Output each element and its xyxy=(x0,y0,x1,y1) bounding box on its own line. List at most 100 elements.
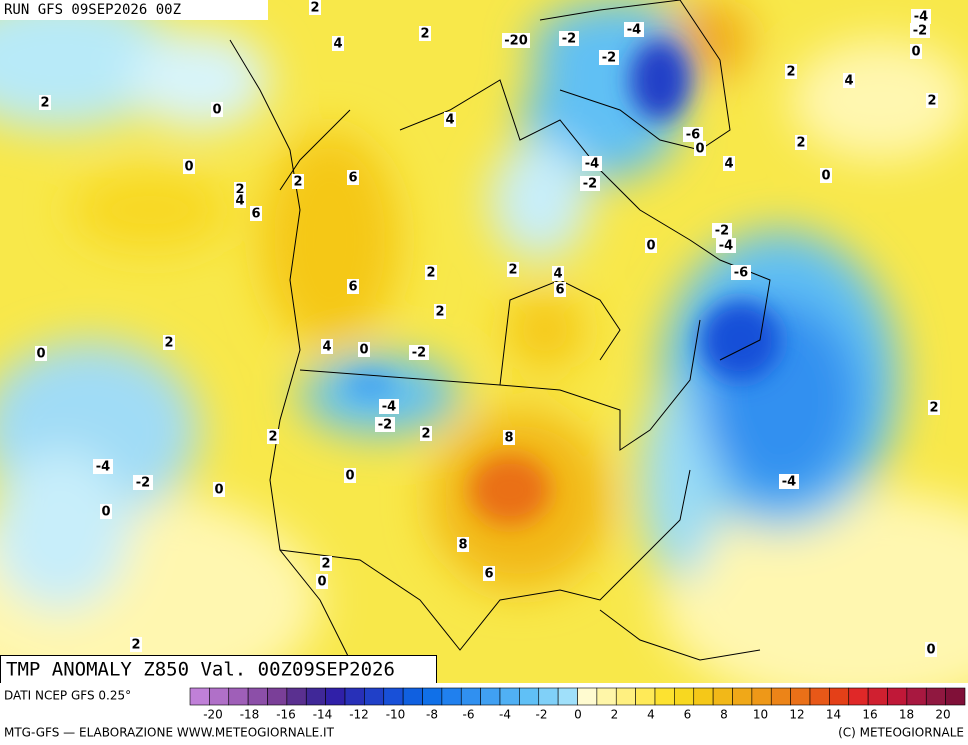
contour-label: -6 xyxy=(734,266,748,281)
contour-label: 4 xyxy=(445,113,454,128)
contour-label-bg xyxy=(420,426,432,441)
contour-label: 0 xyxy=(646,239,655,254)
colorbar-tick-label: 10 xyxy=(753,708,768,722)
contour-label: -4 xyxy=(914,10,928,25)
contour-label-bg xyxy=(910,23,930,38)
contour-label: 8 xyxy=(458,538,467,553)
colorbar-swatch xyxy=(712,687,733,706)
contour-label: 6 xyxy=(484,567,493,582)
colorbar-swatch xyxy=(228,687,249,706)
contour-label-bg xyxy=(409,345,429,360)
contour-label-bg xyxy=(267,429,279,444)
contour-label: 0 xyxy=(345,469,354,484)
contour-label: -2 xyxy=(602,51,616,66)
contour-label-bg xyxy=(843,73,855,88)
contour-label: -4 xyxy=(782,475,796,490)
contour-label-bg xyxy=(211,102,223,117)
colorbar-tick-label: 0 xyxy=(574,708,582,722)
contour-label: 0 xyxy=(911,45,920,60)
colorbar-swatch xyxy=(732,687,753,706)
contour-label: 4 xyxy=(235,194,244,209)
contour-label-bg xyxy=(559,31,579,46)
contour-label-bg xyxy=(425,265,437,280)
contour-label-bg xyxy=(645,238,657,253)
credit-label: MTG-GFS — ELABORAZIONE WWW.METEOGIORNALE… xyxy=(4,726,335,740)
colorbar-swatch xyxy=(945,687,966,706)
contour-label-bg xyxy=(93,459,113,474)
contour-label: 4 xyxy=(724,157,733,172)
run-box xyxy=(0,0,268,20)
contour-label-bg xyxy=(507,262,519,277)
colorbar-tick-label: 14 xyxy=(826,708,841,722)
contour-label-bg xyxy=(599,50,619,65)
contour-label: 6 xyxy=(348,171,357,186)
colorbar-swatch xyxy=(751,687,772,706)
contour-label-bg xyxy=(213,482,225,497)
contour-label-bg xyxy=(347,279,359,294)
contour-label-bg xyxy=(926,93,938,108)
colorbar-tick-label: 20 xyxy=(935,708,950,722)
contour-label-bg xyxy=(911,9,931,24)
contour-label-bg xyxy=(712,223,732,238)
contour-label-bg xyxy=(503,430,515,445)
contour-label: 0 xyxy=(212,103,221,118)
contour-label-bg xyxy=(457,537,469,552)
colorbar-swatch xyxy=(693,687,714,706)
contour-label: 2 xyxy=(164,336,173,351)
contour-label: 4 xyxy=(553,267,562,282)
contour-label: 0 xyxy=(821,169,830,184)
contour-label-bg xyxy=(316,574,328,589)
contour-label: -4 xyxy=(382,400,396,415)
colorbar-swatch xyxy=(829,687,850,706)
colorbar-tick-label: 2 xyxy=(611,708,619,722)
contour-label: -4 xyxy=(719,239,733,254)
title-box xyxy=(0,655,437,684)
contour-label: -2 xyxy=(412,346,426,361)
contour-label-bg xyxy=(234,193,246,208)
colorbar-swatch xyxy=(267,687,288,706)
colorbar-swatch xyxy=(596,687,617,706)
colorbar-swatch xyxy=(460,687,481,706)
contour-label: 0 xyxy=(695,142,704,157)
contour-label-bg xyxy=(292,174,304,189)
contour-label-bg xyxy=(163,335,175,350)
contour-label: -20 xyxy=(504,34,528,49)
contour-label-bg xyxy=(910,44,922,59)
contour-label-bg xyxy=(309,0,321,15)
contour-label: 6 xyxy=(251,207,260,222)
contour-label: 2 xyxy=(927,94,936,109)
contour-label-bg xyxy=(731,265,751,280)
colorbar-swatch xyxy=(654,687,675,706)
contour-label-bg xyxy=(552,266,564,281)
colorbar-swatch xyxy=(867,687,888,706)
contour-label: 0 xyxy=(101,505,110,520)
contour-label-bg xyxy=(580,176,600,191)
colorbar-swatch xyxy=(615,687,636,706)
colorbar-swatch xyxy=(480,687,501,706)
contour-label: 2 xyxy=(235,183,244,198)
colorbar-swatch xyxy=(422,687,443,706)
contour-label-bg xyxy=(375,417,395,432)
contour-label-bg xyxy=(925,642,937,657)
contour-label-bg xyxy=(785,64,797,79)
contour-label-bg xyxy=(321,339,333,354)
colorbar-tick-label: -20 xyxy=(203,708,223,722)
contour-label: 2 xyxy=(929,401,938,416)
contour-label-bg xyxy=(320,556,332,571)
colorbar-tick-label: 18 xyxy=(899,708,914,722)
colorbar-swatch xyxy=(325,687,346,706)
colorbar-swatch xyxy=(906,687,927,706)
colorbar-tick-label: -10 xyxy=(386,708,406,722)
colorbar-tick-label: 16 xyxy=(862,708,877,722)
contour-label: 0 xyxy=(36,347,45,362)
contour-label: 2 xyxy=(786,65,795,80)
contour-label: 2 xyxy=(420,27,429,42)
colorbar-tick-label: -2 xyxy=(536,708,548,722)
colorbar-swatch xyxy=(441,687,462,706)
colorbar-swatch xyxy=(305,687,326,706)
contour-label: 4 xyxy=(844,74,853,89)
contour-label: -2 xyxy=(913,24,927,39)
contour-label-bg xyxy=(100,504,112,519)
contour-label-bg xyxy=(250,206,262,221)
